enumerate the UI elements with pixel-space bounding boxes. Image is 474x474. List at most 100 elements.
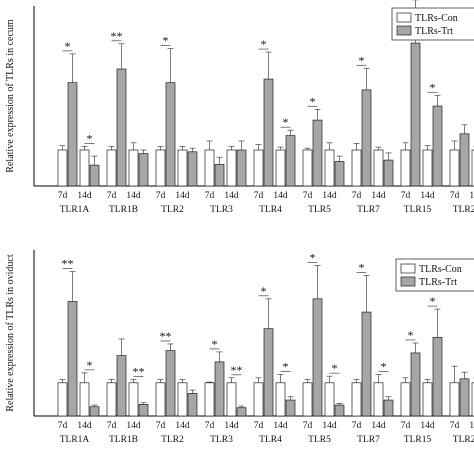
bar: [351, 149, 362, 187]
group-label: TLR21: [453, 435, 474, 445]
bar: [383, 399, 394, 417]
bar: [155, 382, 166, 417]
bar: [373, 382, 384, 417]
bar: [422, 382, 433, 417]
significance-stars: *: [261, 37, 267, 51]
bar: [432, 336, 443, 417]
bar: [334, 404, 345, 417]
significance-stars: *: [163, 33, 169, 47]
time-label: 7d: [58, 421, 68, 431]
time-label: 14d: [420, 191, 435, 201]
bar: [400, 382, 411, 417]
time-label: 14d: [175, 421, 190, 431]
bar: [214, 361, 225, 417]
bar: [236, 149, 247, 187]
legend-swatch: [400, 276, 416, 287]
group-label: TLR1B: [109, 205, 138, 215]
time-label: 7d: [205, 421, 215, 431]
bar: [89, 406, 100, 417]
time-label: 14d: [77, 421, 92, 431]
legend-swatch: [400, 263, 416, 274]
time-label: 7d: [254, 191, 264, 201]
significance-stars: *: [65, 39, 71, 53]
significance-stars: **: [62, 257, 74, 271]
significance-stars: *: [359, 53, 365, 67]
group-label: TLR7: [357, 205, 380, 215]
chart-panel-1: Relative expression of TLRs in cecum TLR1…: [5, 0, 474, 215]
bar: [285, 399, 296, 417]
bar: [106, 149, 117, 187]
group-label: TLR21: [453, 205, 474, 215]
legend-swatch: [396, 25, 412, 36]
bar: [449, 149, 460, 187]
bar: [67, 301, 78, 417]
bar: [324, 149, 335, 187]
bar: [334, 161, 345, 187]
bar: [361, 89, 372, 187]
bar: [253, 382, 264, 417]
bar: [138, 153, 149, 187]
time-label: 7d: [156, 421, 166, 431]
significance-stars: *: [212, 337, 218, 351]
bar: [128, 149, 139, 187]
bar: [79, 382, 90, 417]
time-label: 7d: [107, 191, 117, 201]
legend-entry: TLRs-Trt: [419, 277, 457, 288]
significance-stars: *: [283, 115, 289, 129]
group-label: TLR3: [210, 435, 233, 445]
group-label: TLR1A: [60, 435, 90, 445]
time-label: 14d: [126, 191, 141, 201]
bar: [312, 298, 323, 417]
time-label: 14d: [420, 421, 435, 431]
group-label: TLR4: [259, 205, 282, 215]
time-label: 14d: [77, 191, 92, 201]
time-label: 7d: [401, 421, 411, 431]
bar: [373, 149, 384, 187]
bar: [351, 382, 362, 417]
significance-stars: *: [87, 358, 93, 372]
time-label: 7d: [450, 191, 460, 201]
bar: [275, 382, 286, 417]
time-label: 14d: [371, 191, 386, 201]
time-label: 7d: [107, 421, 117, 431]
group-label: TLR7: [357, 435, 380, 445]
bar: [79, 149, 90, 187]
time-label: 14d: [126, 421, 141, 431]
bar: [422, 149, 433, 187]
group-label: TLR5: [308, 435, 331, 445]
bar: [471, 149, 474, 187]
significance-stars: **: [160, 329, 172, 343]
bar: [187, 393, 198, 417]
time-label: 14d: [322, 421, 337, 431]
time-label: 7d: [156, 191, 166, 201]
bar: [226, 382, 237, 417]
bar: [204, 382, 215, 417]
bar: [324, 382, 335, 417]
significance-stars: *: [310, 94, 316, 108]
bar: [383, 159, 394, 187]
significance-stars: *: [261, 284, 267, 298]
bar: [57, 149, 68, 187]
bar: [400, 149, 411, 187]
significance-stars: **: [133, 364, 145, 378]
significance-stars: *: [283, 360, 289, 374]
bar: [449, 382, 460, 417]
bar: [459, 378, 470, 417]
bar: [302, 382, 313, 417]
bar: [312, 119, 323, 187]
time-label: 7d: [352, 421, 362, 431]
bar: [204, 149, 215, 187]
y-axis-label: Relative expression of TLRs in cecum: [5, 19, 16, 173]
time-label: 14d: [371, 421, 386, 431]
bar: [361, 311, 372, 417]
bar: [214, 164, 225, 187]
bar: [410, 42, 421, 187]
group-label: TLR3: [210, 205, 233, 215]
time-label: 14d: [273, 191, 288, 201]
bar: [116, 355, 127, 417]
bar: [106, 382, 117, 417]
significance-stars: *: [359, 261, 365, 275]
bar: [459, 133, 470, 187]
time-label: 14d: [175, 191, 190, 201]
